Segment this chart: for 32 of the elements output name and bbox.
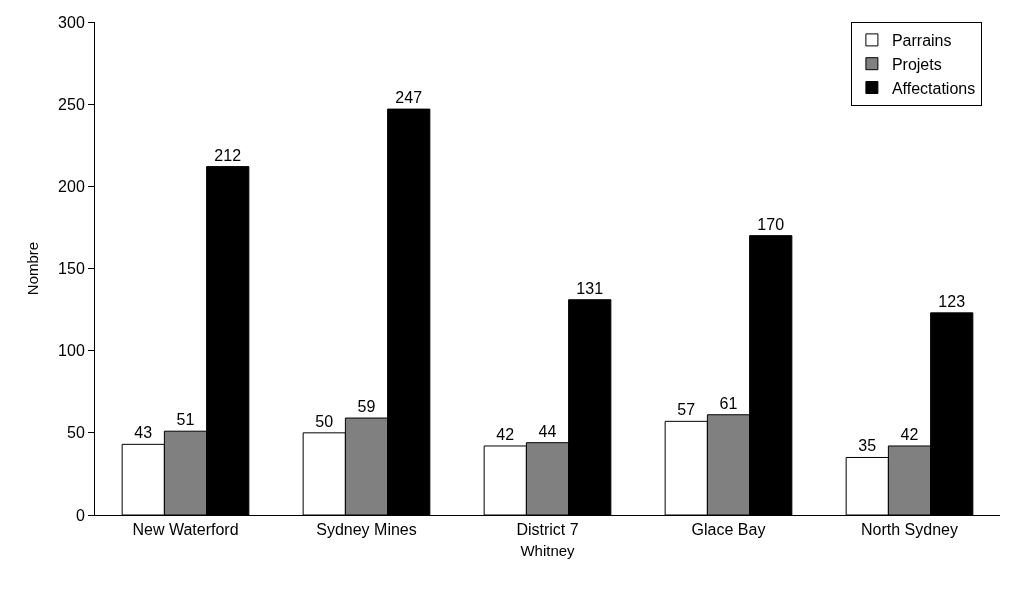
x-tick-label: Glace Bay: [691, 521, 766, 539]
y-tick-label: 100: [58, 342, 85, 360]
data-label: 43: [134, 424, 153, 442]
data-label: 247: [395, 89, 423, 107]
data-label: 212: [214, 146, 242, 164]
y-tick-label: 200: [58, 177, 85, 195]
y-axis-title: Nombre: [24, 241, 42, 296]
y-tick-label: 150: [58, 260, 85, 278]
y-tick-label: 250: [58, 95, 85, 113]
data-label: 42: [496, 425, 515, 443]
y-tick-label: 50: [67, 424, 85, 442]
data-label: 123: [938, 292, 966, 310]
y-tick-label: 300: [58, 13, 85, 31]
data-label: 59: [357, 398, 376, 416]
x-tick-label: New Waterford: [132, 521, 239, 539]
data-label: 51: [176, 411, 195, 429]
x-axis-title: Whitney: [520, 542, 576, 560]
x-tick-label: North Sydney: [861, 521, 958, 539]
data-label: 61: [719, 394, 738, 412]
x-tick-label: Sydney Mines: [316, 521, 417, 539]
data-label: 35: [858, 437, 877, 455]
data-label: 50: [315, 412, 334, 430]
legend-label: Parrains: [891, 32, 952, 50]
data-label: 57: [677, 401, 696, 419]
data-label: 44: [538, 422, 557, 440]
y-tick-label: 0: [75, 506, 85, 524]
data-label: 170: [757, 215, 785, 233]
legend-label: Projets: [891, 55, 942, 73]
x-tick-label: District 7: [516, 521, 579, 539]
legend-label: Affectations: [891, 79, 976, 97]
data-label: 42: [900, 425, 919, 443]
data-label: 131: [576, 279, 604, 297]
